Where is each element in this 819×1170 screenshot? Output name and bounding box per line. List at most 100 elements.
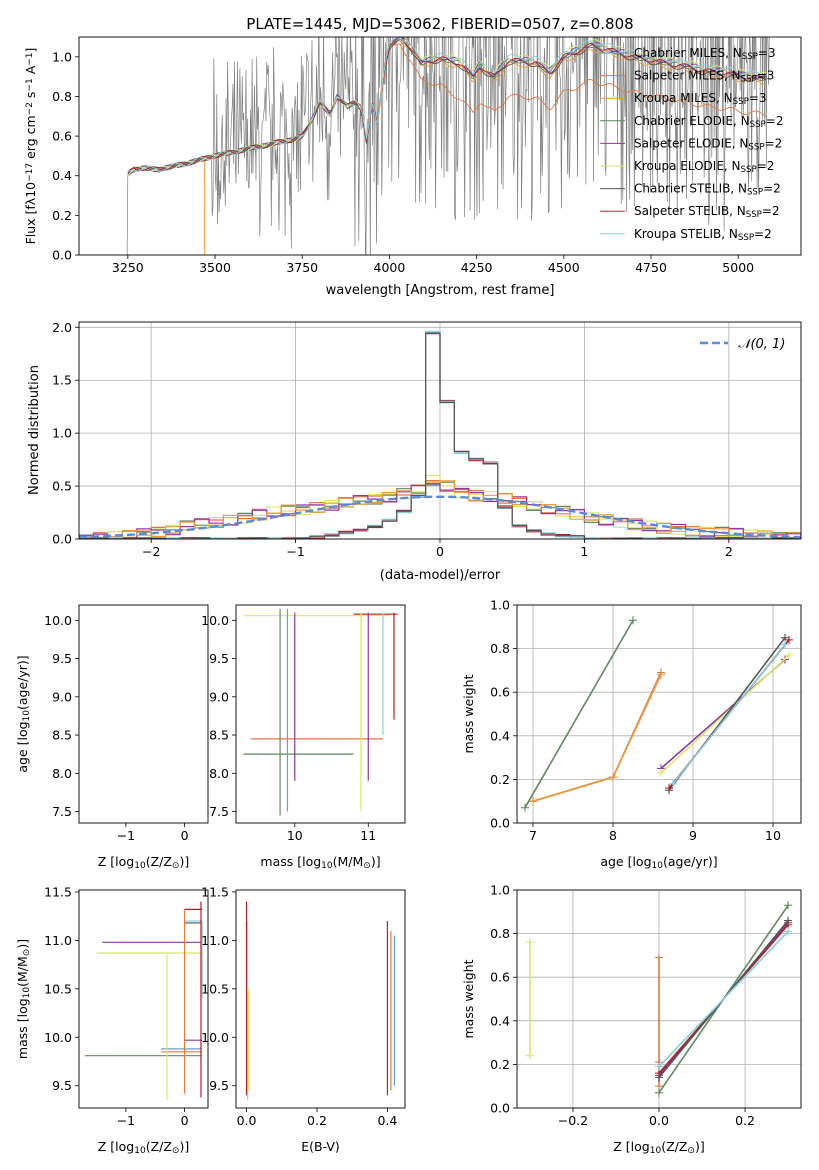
spectrum-y-label: Flux [fλ10−17 erg cm−2 s−1 A−1] xyxy=(23,48,38,245)
age-vs-Z-y-label: age [log10(age/yr)] xyxy=(15,655,32,772)
weight-series-line xyxy=(524,619,634,809)
histogram-bar-series xyxy=(79,332,801,539)
x-tick-label: 3750 xyxy=(286,260,318,275)
age-vs-Z-frame xyxy=(78,604,209,824)
x-tick-label: 0.2 xyxy=(735,1113,755,1128)
x-tick-label: 3250 xyxy=(112,260,144,275)
x-tick-label: 7 xyxy=(529,828,537,843)
x-tick-label: 0 xyxy=(181,828,189,843)
y-tick-label: 0.0 xyxy=(52,248,72,263)
y-tick-label: 10.0 xyxy=(201,1030,229,1045)
spectrum-plot xyxy=(79,37,770,255)
x-tick-label: 8 xyxy=(609,828,617,843)
y-tick-label: 9.5 xyxy=(209,1078,229,1093)
y-tick-label: 0.4 xyxy=(52,168,72,183)
y-tick-label: 9.5 xyxy=(52,1078,72,1093)
weight-point xyxy=(785,651,793,660)
y-tick-label: 8.5 xyxy=(209,728,229,743)
mass-vs-Z-plot xyxy=(84,901,203,1101)
y-tick-label: 0.4 xyxy=(490,728,510,743)
x-tick-label: 1 xyxy=(580,544,588,559)
y-tick-label: 0.2 xyxy=(490,1057,510,1072)
weight-point xyxy=(655,1062,663,1071)
histogram-bar-series xyxy=(79,480,801,539)
y-tick-label: 0.8 xyxy=(490,926,510,941)
residuals-x-label: (data-model)/error xyxy=(380,568,501,583)
weight-point xyxy=(655,953,663,962)
y-tick-label: 0.5 xyxy=(52,479,72,494)
legend-entry: Chabrier MILES, NSSP=3 xyxy=(634,46,776,62)
legend-entry: Salpeter MILES, NSSP=3 xyxy=(634,69,774,85)
y-tick-label: 0.0 xyxy=(490,816,510,831)
weight-point xyxy=(781,640,789,649)
legend-entry: Chabrier STELIB, NSSP=2 xyxy=(634,182,781,198)
weight-vs-Z-x-label: Z [log10(Z/Z⊙)] xyxy=(613,1139,704,1156)
weight-point xyxy=(784,916,793,925)
y-tick-label: 10.0 xyxy=(201,613,229,628)
age-vs-Z-plot xyxy=(85,609,202,816)
spectrum-frame xyxy=(78,36,802,256)
weight-vs-age-y-label: mass weight xyxy=(461,674,476,753)
y-tick-label: 11.5 xyxy=(44,884,72,899)
age-vs-Z-x-label: Z [log10(Z/Z⊙)] xyxy=(98,854,189,871)
mass-vs-Z-x-label: Z [log10(Z/Z⊙)] xyxy=(98,1139,189,1156)
age-vs-mass-plot xyxy=(243,608,398,816)
x-tick-label: 4500 xyxy=(548,260,580,275)
weight-series-line xyxy=(658,930,789,1068)
y-tick-label: 7.5 xyxy=(209,804,229,819)
x-tick-label: 11 xyxy=(360,828,376,843)
weight-vs-Z-y-label: mass weight xyxy=(461,959,476,1038)
y-tick-label: 10.0 xyxy=(44,613,72,628)
y-tick-label: 10.5 xyxy=(44,981,72,996)
legend-entry: Salpeter STELIB, NSSP=2 xyxy=(634,204,780,220)
histogram-bar-series xyxy=(79,483,801,539)
y-tick-label: 1.0 xyxy=(490,598,510,613)
histogram-plot xyxy=(79,330,801,539)
weight-point xyxy=(665,784,673,793)
x-tick-label: 10 xyxy=(287,828,303,843)
x-tick-label: 0 xyxy=(436,544,444,559)
x-tick-label: 0.0 xyxy=(237,1113,257,1128)
y-tick-label: 1.5 xyxy=(52,373,72,388)
y-tick-label: 1.0 xyxy=(52,426,72,441)
weight-point xyxy=(657,670,665,679)
x-tick-label: 0.2 xyxy=(307,1113,327,1128)
weight-point xyxy=(529,797,537,806)
y-tick-label: 10.0 xyxy=(44,1030,72,1045)
weight-point xyxy=(521,803,529,812)
y-tick-label: 0.6 xyxy=(490,970,510,985)
x-tick-label: −1 xyxy=(117,1113,135,1128)
model-spectrum-line xyxy=(127,37,767,173)
x-tick-label: −1 xyxy=(117,828,135,843)
weight-series-line xyxy=(660,654,790,774)
y-tick-label: 9.0 xyxy=(52,689,72,704)
y-tick-label: 11.0 xyxy=(201,933,229,948)
y-tick-label: 9.5 xyxy=(52,651,72,666)
y-tick-label: 7.5 xyxy=(52,804,72,819)
weight-point xyxy=(657,768,665,777)
spectrum-x-label: wavelength [Angstrom, rest frame] xyxy=(326,283,555,298)
weight-point xyxy=(784,927,793,936)
weight-point xyxy=(655,1088,663,1097)
x-tick-label: 9 xyxy=(689,828,697,843)
weight-series-line xyxy=(532,674,662,802)
y-tick-label: 10.5 xyxy=(201,981,229,996)
weight-point xyxy=(655,1073,663,1082)
mass-vs-EBV-frame xyxy=(235,889,406,1109)
figure-title: PLATE=1445, MJD=53062, FIBERID=0507, z=0… xyxy=(246,15,633,33)
legend-entry: Chabrier ELODIE, NSSP=2 xyxy=(634,114,783,130)
residuals-legend-entry: 𝒩(0, 1) xyxy=(738,337,785,352)
x-tick-label: −2 xyxy=(142,544,160,559)
x-tick-label: 0.0 xyxy=(649,1113,669,1128)
y-tick-label: 0.6 xyxy=(52,129,72,144)
weight-point xyxy=(525,1051,534,1060)
legend-entry: Kroupa ELODIE, NSSP=2 xyxy=(634,159,774,175)
weight-series-line xyxy=(672,643,786,785)
weight-point xyxy=(629,616,637,625)
x-tick-label: −0.2 xyxy=(558,1113,588,1128)
x-tick-label: 2 xyxy=(725,544,733,559)
y-tick-label: 0.4 xyxy=(490,1013,510,1028)
y-tick-label: 2.0 xyxy=(52,320,72,335)
residuals-y-label: Normed distribution xyxy=(27,365,42,495)
x-tick-label: 0.4 xyxy=(377,1113,397,1128)
